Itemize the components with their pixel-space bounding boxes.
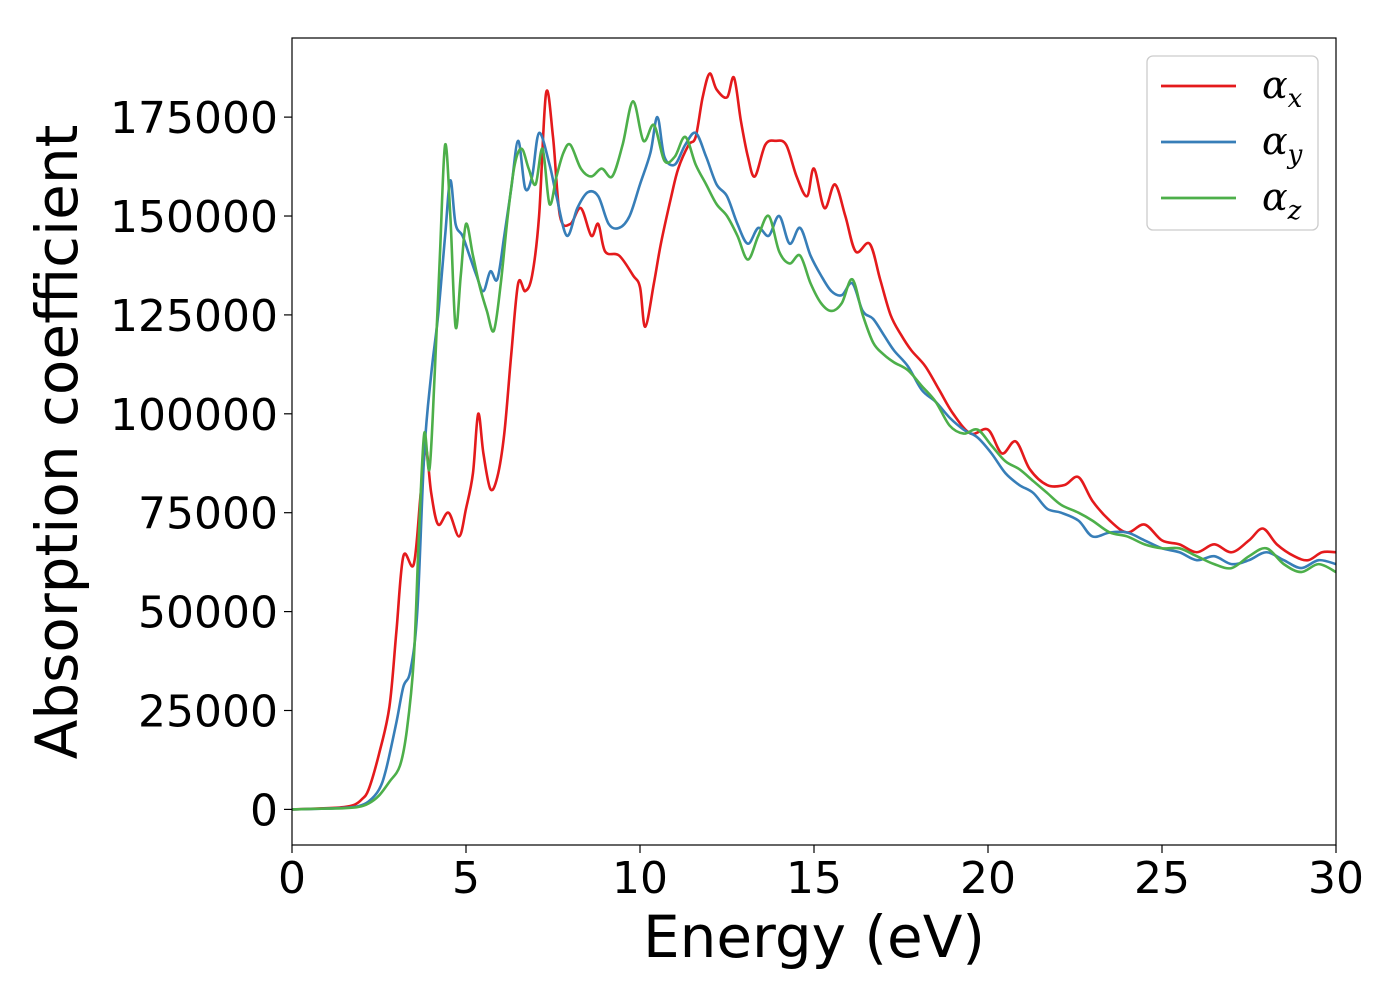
- x-tick-label: 25: [1134, 853, 1190, 904]
- y-tick-label: 25000: [138, 687, 278, 738]
- x-tick-label: 5: [452, 853, 480, 904]
- y-tick-label: 175000: [110, 93, 278, 144]
- y-axis-title: Absorption coefficient: [23, 125, 91, 760]
- x-tick-label: 15: [786, 853, 842, 904]
- x-tick-label: 10: [612, 853, 668, 904]
- x-tick-label: 30: [1308, 853, 1364, 904]
- x-axis-title: Energy (eV): [643, 903, 985, 971]
- x-axis: 0 5 10 15 20 25 30: [278, 845, 1364, 904]
- y-tick-label: 100000: [110, 390, 278, 441]
- y-tick-label: 0: [250, 785, 278, 836]
- y-tick-label: 150000: [110, 192, 278, 243]
- y-axis: 0 25000 50000 75000 100000 125000 150000 175000: [110, 93, 292, 836]
- series-line-x: [292, 72, 1336, 811]
- legend-label-y: αy: [1262, 119, 1303, 170]
- series-line-z: [292, 99, 1336, 811]
- legend-label-x: αx: [1262, 63, 1303, 114]
- x-tick-label: 0: [278, 853, 306, 904]
- legend-label-z: αz: [1262, 175, 1302, 226]
- x-tick-label: 20: [960, 853, 1016, 904]
- series-layer: [292, 72, 1336, 811]
- y-tick-label: 125000: [110, 291, 278, 342]
- y-tick-label: 50000: [138, 588, 278, 639]
- y-tick-label: 75000: [138, 489, 278, 540]
